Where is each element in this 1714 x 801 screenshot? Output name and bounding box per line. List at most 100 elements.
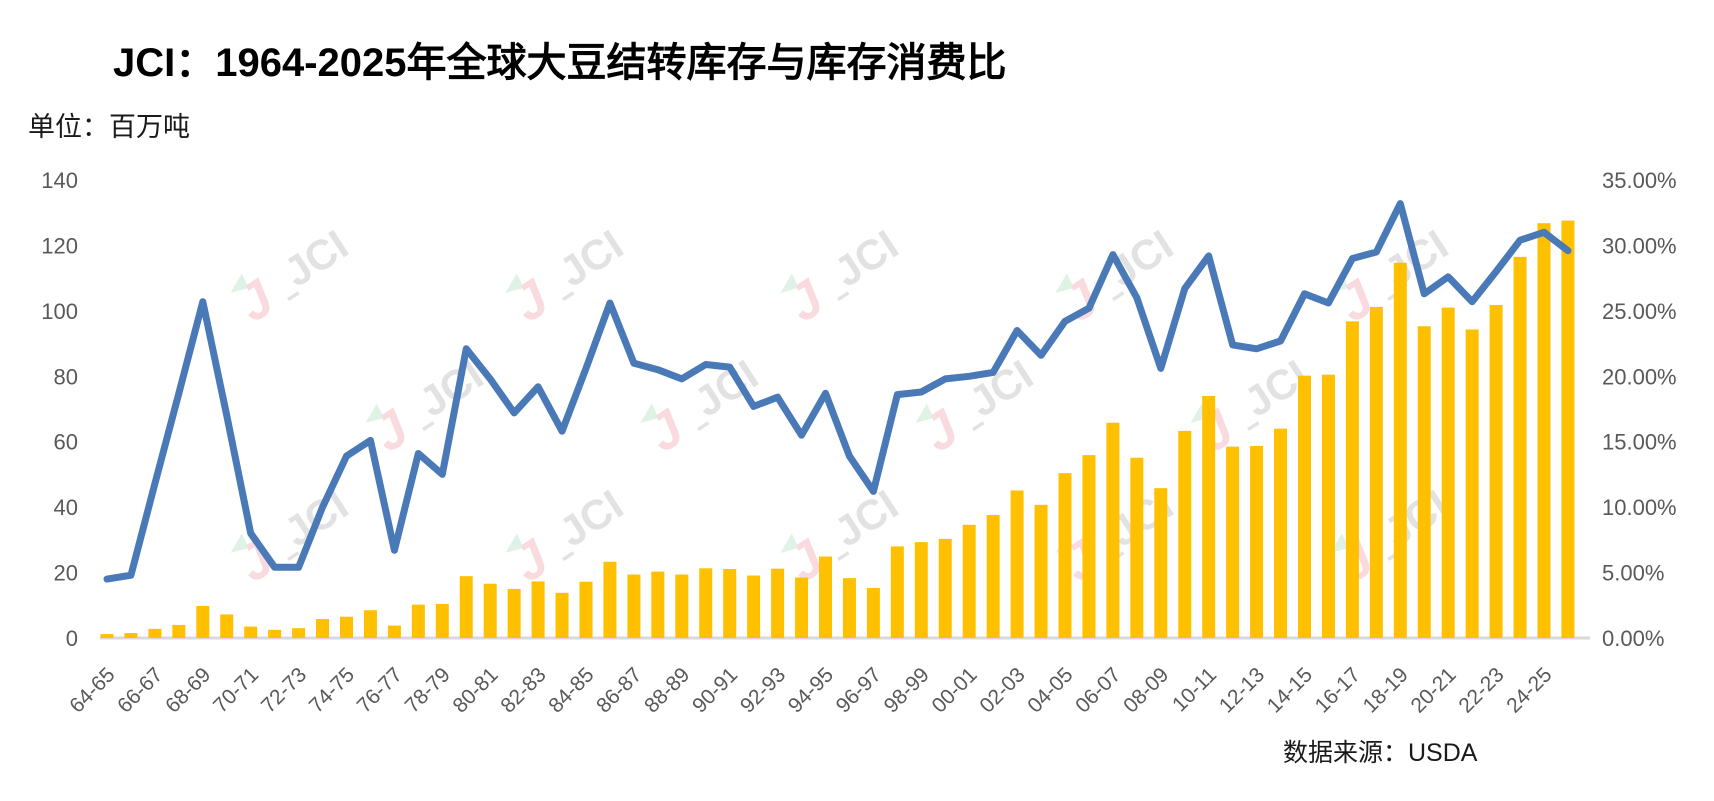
- right-axis-tick-label: 25.00%: [1602, 299, 1677, 324]
- stocks-bar-66-67: [148, 628, 162, 638]
- stocks-bar-74-75: [340, 616, 353, 638]
- stocks-bar-85-86: [603, 561, 617, 638]
- watermark-jci-text: ˍJCI: [539, 481, 631, 564]
- stocks-bar-94-95: [819, 556, 832, 638]
- x-axis-tick-label: 12-13: [1215, 663, 1269, 717]
- watermark-jci-text: ˍJCI: [264, 481, 356, 564]
- x-axis-tick-label: 86-87: [592, 663, 646, 717]
- stocks-bar-87-88: [651, 571, 665, 638]
- right-axis-tick-label: 5.00%: [1602, 561, 1664, 586]
- x-axis-tick-label: 88-89: [640, 663, 694, 717]
- stocks-bar-80-81: [483, 583, 497, 638]
- watermark-leaf-icon: [780, 273, 799, 293]
- x-axis-tick-label: 08-09: [1119, 663, 1173, 717]
- unit-label: 单位：百万吨: [28, 112, 190, 142]
- stocks-bar-78-79: [435, 603, 449, 638]
- x-axis-tick-label: 84-85: [544, 663, 598, 717]
- watermark-jci-text: ˍJCI: [814, 221, 906, 304]
- stocks-bar-89-90: [699, 568, 713, 638]
- stocks-bar-91-92: [747, 575, 761, 638]
- stocks-bar-79-80: [459, 576, 473, 638]
- stocks-bar-71-72: [268, 629, 282, 638]
- x-axis-tick-label: 22-23: [1454, 663, 1508, 717]
- right-axis-tick-label: 20.00%: [1602, 364, 1677, 389]
- right-axis-tick-label: 30.00%: [1602, 233, 1677, 258]
- stocks-bar-13-14: [1274, 428, 1288, 638]
- watermark-leaf-icon: [915, 403, 934, 423]
- stocks-bar-99-00: [938, 538, 952, 638]
- watermark-leaf-icon: [1330, 533, 1349, 553]
- x-axis-tick-label: 90-91: [688, 663, 742, 717]
- stocks-bar-65-66: [124, 633, 138, 638]
- stocks-bar-21-22: [1465, 329, 1479, 638]
- stocks-bar-72-73: [292, 628, 306, 638]
- stocks-bar-70-71: [244, 626, 258, 638]
- x-axis-tick-label: 18-19: [1359, 663, 1413, 717]
- stocks-bar-95-96: [842, 578, 856, 638]
- watermark-leaf-icon: [365, 403, 384, 423]
- stocks-bar-83-84: [555, 592, 569, 638]
- watermark-jci-text: ˍJCI: [539, 221, 631, 304]
- x-axis-tick-label: 80-81: [448, 663, 502, 717]
- stocks-bar-92-93: [771, 568, 785, 638]
- right-axis-tick-label: 0.00%: [1602, 626, 1664, 651]
- x-axis-tick-label: 02-03: [975, 663, 1029, 717]
- right-axis-tick-label: 35.00%: [1602, 168, 1677, 193]
- stocks-bar-08-09: [1154, 488, 1168, 638]
- stocks-bar-64-65: [100, 634, 114, 638]
- stocks-bar-07-08: [1130, 457, 1144, 638]
- chart-title: JCI：1964-2025年全球大豆结转库存与库存消费比: [113, 41, 1007, 85]
- watermark-leaf-icon: [505, 533, 524, 553]
- left-axis-tick-label: 100: [41, 299, 78, 324]
- stocks-bar-81-82: [507, 588, 521, 638]
- stocks-bar-06-07: [1106, 422, 1120, 638]
- stocks-bar-11-12: [1226, 446, 1240, 638]
- stocks-use-ratio-line: [103, 200, 1572, 583]
- x-axis-tick-label: 78-79: [401, 663, 455, 717]
- stocks-bar-09-10: [1178, 430, 1192, 638]
- x-axis-tick-label: 96-97: [832, 663, 886, 717]
- left-axis-tick-label: 0: [66, 626, 78, 651]
- stocks-bar-82-83: [531, 581, 545, 638]
- watermark-leaf-icon: [640, 403, 659, 423]
- stocks-bar-02-03: [1010, 490, 1024, 638]
- x-axis-tick-label: 14-15: [1263, 663, 1317, 717]
- x-axis-tick-label: 04-05: [1023, 663, 1077, 717]
- x-axis-tick-label: 74-75: [305, 663, 359, 717]
- left-axis-tick-label: 60: [54, 430, 78, 455]
- x-axis-tick-label: 10-11: [1168, 663, 1221, 716]
- stocks-bar-19-20: [1417, 326, 1431, 638]
- stocks-bar-01-02: [986, 514, 1000, 638]
- right-axis-tick-label: 15.00%: [1602, 430, 1677, 455]
- x-axis-tick-label: 24-25: [1502, 663, 1556, 717]
- watermark-leaf-icon: [1055, 273, 1074, 293]
- stocks-bar-97-98: [890, 546, 904, 638]
- stocks-bar-25-26: [1561, 220, 1575, 638]
- right-axis-tick-label: 10.00%: [1602, 495, 1677, 520]
- stocks-bar-98-99: [914, 542, 928, 638]
- stocks-bar-88-89: [675, 574, 689, 638]
- stocks-bar-22-23: [1489, 304, 1503, 638]
- left-axis-tick-label: 20: [54, 561, 78, 586]
- x-axis-tick-label: 68-69: [161, 663, 215, 717]
- left-axis-tick-label: 140: [41, 168, 78, 193]
- x-axis-tick-label: 00-01: [927, 663, 981, 717]
- stocks-bar-17-18: [1369, 306, 1383, 638]
- watermark-leaf-icon: [780, 533, 799, 553]
- x-axis-tick-label: 94-95: [784, 663, 838, 717]
- stocks-bar-93-94: [795, 577, 809, 638]
- x-axis-tick-label: 98-99: [880, 663, 934, 717]
- stocks-bar-84-85: [579, 581, 593, 638]
- left-axis-tick-label: 80: [54, 364, 78, 389]
- stocks-bar-68-69: [196, 605, 210, 638]
- stocks-bar-23-24: [1513, 256, 1527, 638]
- x-axis-tick-label: 66-67: [113, 663, 167, 717]
- stocks-bar-67-68: [172, 624, 186, 638]
- source-label: 数据来源：USDA: [1283, 739, 1478, 767]
- watermark-leaf-icon: [230, 533, 249, 553]
